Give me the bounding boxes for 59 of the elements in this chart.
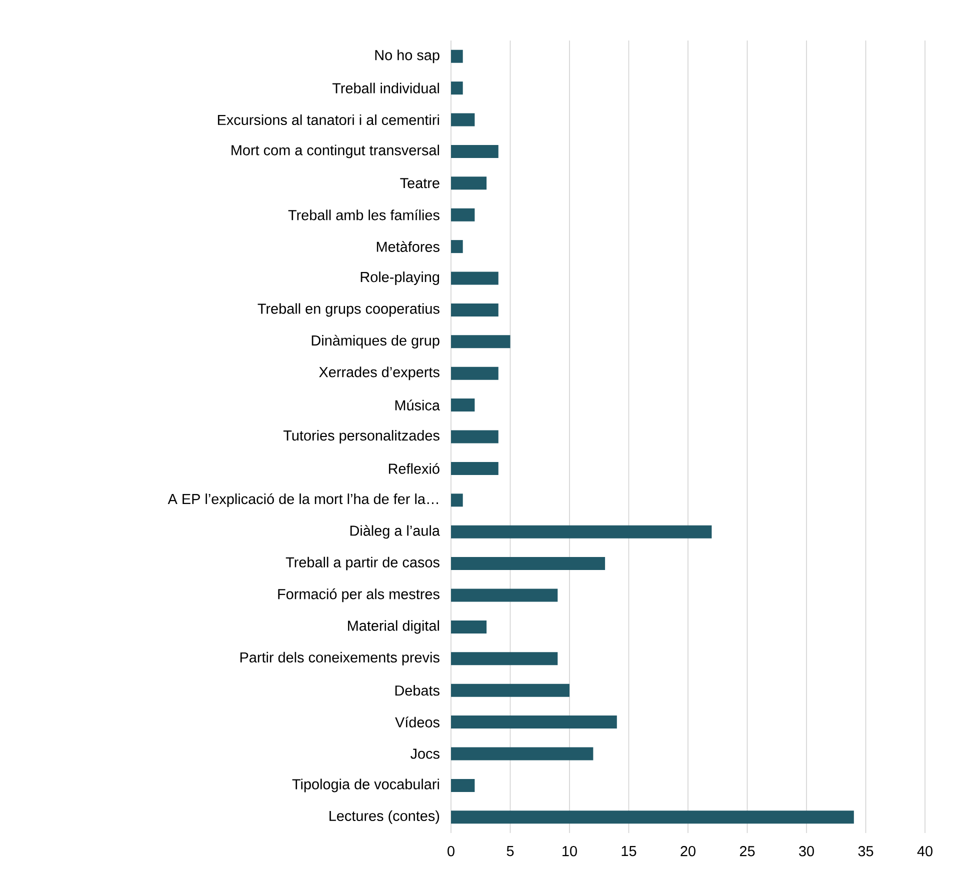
bar <box>450 716 617 729</box>
bar <box>450 430 498 444</box>
y-tick-label: Treball en grups cooperatius <box>258 303 440 317</box>
bar <box>450 240 463 254</box>
bar <box>450 398 475 412</box>
y-tick-label: Material digital <box>348 620 439 634</box>
bar <box>450 335 510 348</box>
y-tick-label: Debats <box>395 685 440 696</box>
x-tick-label: 25 <box>740 846 755 856</box>
x-tick-label: 5 <box>506 846 514 856</box>
x-tick-label: 15 <box>622 846 636 856</box>
bar <box>450 272 498 285</box>
y-tick-label: Dinàmiques de grup <box>312 334 440 348</box>
bar <box>450 208 475 222</box>
bar <box>450 303 498 316</box>
x-tick-label: 20 <box>680 846 696 856</box>
bar <box>450 50 463 63</box>
bar <box>450 525 712 538</box>
bar <box>450 176 487 190</box>
y-tick-label: Tipologia de vocabulari <box>292 778 439 792</box>
bar <box>450 557 606 570</box>
x-tick-label: 35 <box>858 846 874 856</box>
y-tick-label: Lectures (contes) <box>330 810 440 824</box>
y-tick-label: Partir dels coneixements previs <box>240 652 440 666</box>
bar <box>450 747 594 760</box>
y-tick-label: Jocs <box>410 748 440 759</box>
y-tick-label: Role-playing <box>360 272 440 285</box>
x-tick-label: 30 <box>799 846 814 856</box>
bar <box>450 778 475 792</box>
y-tick-label: Teatre <box>400 178 440 188</box>
bar <box>450 366 498 380</box>
y-tick-label: No ho sap <box>375 50 440 64</box>
y-tick-label: Xerrades d’experts <box>319 366 440 380</box>
y-tick-label: Mort com a contingut transversal <box>232 144 439 158</box>
bar <box>450 462 498 475</box>
y-tick-label: Tutories personalitzades <box>283 430 440 444</box>
x-tick-label: 40 <box>917 846 932 856</box>
bar <box>450 494 463 507</box>
x-tick-label: 10 <box>562 846 577 856</box>
bar <box>450 82 463 95</box>
y-tick-label: Formació per als mestres <box>278 588 440 602</box>
x-tick-label: 0 <box>448 846 454 856</box>
y-tick-label: Treball amb les famílies <box>288 209 440 220</box>
y-tick-label: Vídeos <box>395 716 440 728</box>
bar <box>450 588 558 602</box>
y-tick-label: Música <box>395 400 440 410</box>
y-tick-label: Reflexió <box>388 463 440 474</box>
y-tick-label: Treball individual <box>332 82 439 94</box>
y-tick-label: Diàleg a l’aula <box>350 525 440 539</box>
bar <box>450 144 498 158</box>
bar <box>450 684 570 697</box>
bar <box>450 620 487 634</box>
y-tick-label: Metàfores <box>376 241 440 252</box>
y-tick-label: A EP l’explicació de la mort l’ha de fer la… <box>168 493 438 507</box>
y-tick-label: Excursions al tanatori i al cementiri <box>218 114 439 126</box>
bar <box>450 810 854 824</box>
bar <box>450 652 558 666</box>
y-tick-label: Treball a partir de casos <box>286 556 440 570</box>
bar <box>450 113 475 126</box>
